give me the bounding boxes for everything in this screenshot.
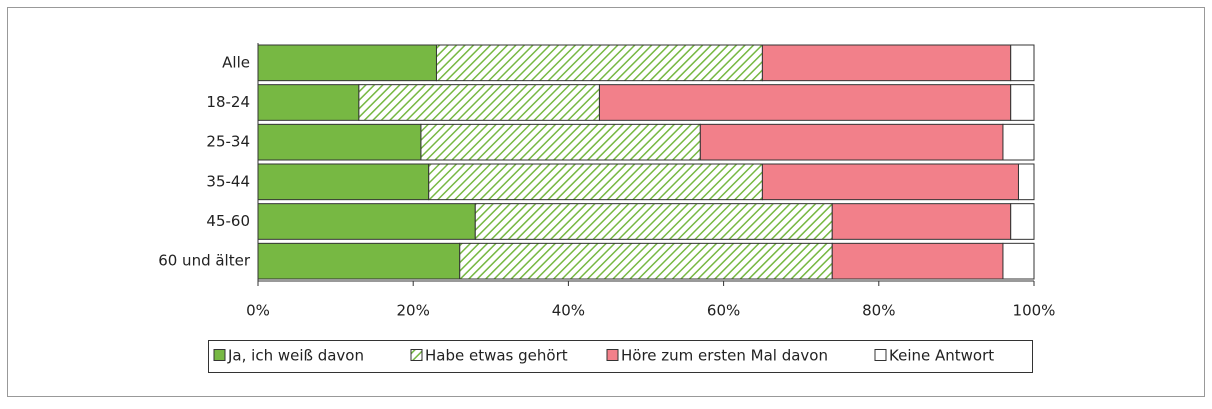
bar-segment: [699, 123, 1004, 161]
bar-segment: [1010, 84, 1035, 121]
y-tick-label: 35-44: [206, 172, 250, 190]
bar-segment: [428, 163, 763, 201]
x-tick-label: 100%: [1013, 302, 1056, 320]
bar-segment: [474, 203, 833, 240]
x-tick-label: 80%: [862, 302, 895, 320]
legend-swatch: [606, 349, 619, 361]
bar-segment: [459, 242, 833, 280]
bar-segment: [420, 123, 701, 161]
legend-swatch: [410, 349, 423, 361]
x-tick-label: 20%: [397, 302, 430, 320]
y-tick-label: 18-24: [206, 93, 250, 111]
bar-segment: [1010, 44, 1035, 82]
bar-segment: [257, 123, 422, 161]
x-tick-label: 0%: [246, 302, 270, 320]
legend-box: [208, 340, 1033, 373]
bar-segment: [761, 44, 1012, 82]
bar-segment: [761, 163, 1019, 201]
bar-segment: [257, 242, 461, 280]
legend-label: Keine Antwort: [889, 347, 994, 365]
legend-swatch: [874, 349, 887, 361]
bar-segment: [831, 203, 1012, 240]
legend-label: Ja, ich weiß davon: [227, 347, 364, 365]
bar-segment: [1002, 123, 1035, 161]
bar-segment: [257, 44, 437, 82]
legend-swatch: [213, 349, 226, 361]
bar-segment: [1010, 203, 1035, 240]
bar-segment: [1002, 242, 1035, 280]
legend-label: Höre zum ersten Mal davon: [621, 347, 828, 365]
x-tick-label: 60%: [707, 302, 740, 320]
y-tick-label: 25-34: [206, 133, 250, 151]
bar-segment: [435, 44, 763, 82]
bar-segment: [257, 84, 360, 121]
x-tick-label: 40%: [552, 302, 585, 320]
bar-segment: [1017, 163, 1035, 201]
bar-segment: [598, 84, 1012, 121]
bar-segment: [257, 163, 430, 201]
legend-label: Habe etwas gehört: [425, 347, 568, 365]
frame: [7, 7, 1205, 397]
y-tick-label: 45-60: [206, 212, 250, 230]
bar-segment: [358, 84, 600, 121]
bar-segment: [831, 242, 1004, 280]
bar-segment: [257, 203, 476, 240]
y-tick-label: 60 und älter: [158, 252, 251, 270]
y-tick-label: Alle: [222, 53, 250, 71]
